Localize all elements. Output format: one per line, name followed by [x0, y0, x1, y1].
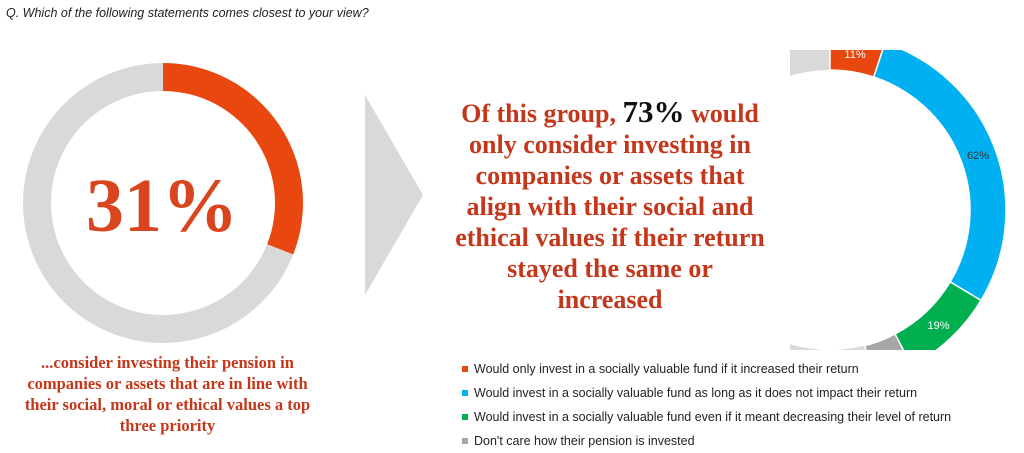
right-donut-slice-3 — [893, 280, 983, 350]
right-donut-label-2: 62% — [967, 150, 989, 162]
left-donut-chart — [23, 63, 303, 343]
legend-item: Would invest in a socially valuable fund… — [462, 405, 951, 429]
right-donut-slice-2 — [872, 50, 1007, 302]
legend-label: Would invest in a socially valuable fund… — [474, 386, 918, 400]
legend-swatch — [462, 390, 468, 396]
statement-rest: would only consider investing in compani… — [455, 99, 765, 314]
left-donut-slice-highlight — [163, 63, 303, 255]
question-text: Q. Which of the following statements com… — [6, 6, 369, 20]
right-donut-chart: 11%62%19%8% — [790, 50, 1007, 350]
statement-intro: Of this group, — [461, 99, 623, 128]
legend-item: Would invest in a socially valuable fund… — [462, 381, 951, 405]
legend-item: Would only invest in a socially valuable… — [462, 357, 951, 381]
big-percentage: 31% — [86, 164, 238, 248]
chevron-arrow-icon — [365, 95, 423, 295]
legend-swatch — [462, 438, 468, 444]
left-caption: ...consider investing their pension in c… — [24, 353, 311, 435]
legend-swatch — [462, 366, 468, 372]
statement-highlight: 73% — [622, 94, 685, 129]
legend-label: Would only invest in a socially valuable… — [474, 362, 859, 376]
legend-label: Don't care how their pension is invested — [474, 434, 695, 448]
right-donut-slice-4 — [863, 333, 905, 350]
right-donut-label-1: 11% — [844, 50, 865, 61]
legend-swatch — [462, 414, 468, 420]
legend: Would only invest in a socially valuable… — [462, 357, 951, 453]
right-donut-label-3: 19% — [928, 320, 950, 332]
legend-label: Would invest in a socially valuable fund… — [474, 410, 952, 424]
legend-item: Don't care how their pension is invested — [462, 429, 951, 453]
highlight-statement: Of this group, 73% would only consider i… — [452, 96, 768, 315]
